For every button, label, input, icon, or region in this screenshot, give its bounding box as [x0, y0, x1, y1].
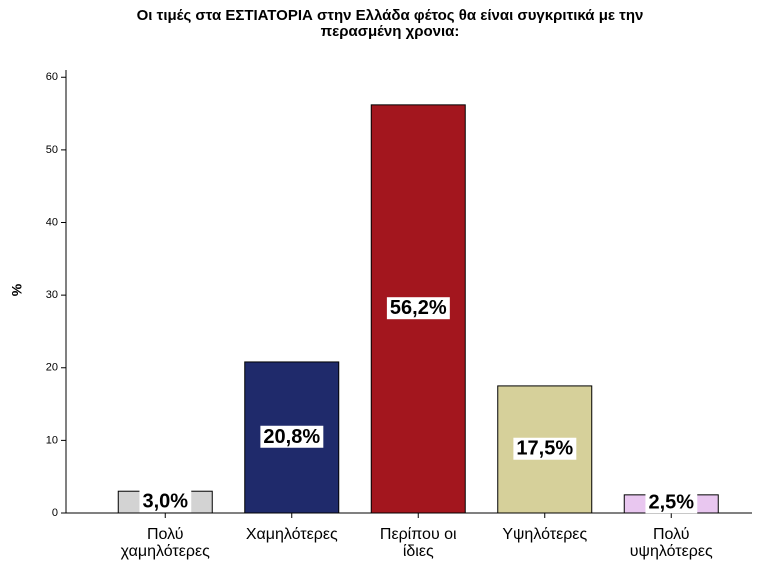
chart-title: Οι τιμές στα ΕΣΤΙΑΤΟΡΙΑ στην Ελλάδα φέτο… — [137, 7, 644, 40]
data-label-box — [513, 437, 577, 460]
data-label: 20,8% — [263, 426, 320, 448]
y-axis-label: % — [9, 283, 25, 296]
x-tick-label: Υψηλότερες — [502, 526, 587, 543]
data-label: 56,2% — [390, 297, 447, 319]
x-tick-label: Περίπου οι ίδιες — [380, 526, 457, 560]
y-tick-label: 60 — [46, 71, 58, 83]
x-tick-label: Χαμηλότερες — [246, 526, 338, 543]
x-tick-label: Πολύ υψηλότερες — [630, 526, 713, 560]
x-tick-label: Πολύ χαμηλότερες — [121, 526, 210, 560]
data-label-box — [645, 491, 698, 514]
y-tick-label: 30 — [46, 289, 58, 301]
data-label-box — [260, 425, 324, 448]
data-label: 17,5% — [516, 438, 573, 460]
y-tick-label: 0 — [52, 507, 58, 519]
data-label: 2,5% — [648, 491, 694, 513]
y-tick-label: 50 — [46, 144, 58, 156]
data-label: 3,0% — [142, 490, 188, 512]
y-tick-label: 40 — [46, 216, 58, 228]
y-tick-label: 10 — [46, 434, 58, 446]
y-tick-label: 20 — [46, 362, 58, 374]
data-label-box — [386, 297, 450, 320]
data-label-box — [139, 490, 192, 513]
